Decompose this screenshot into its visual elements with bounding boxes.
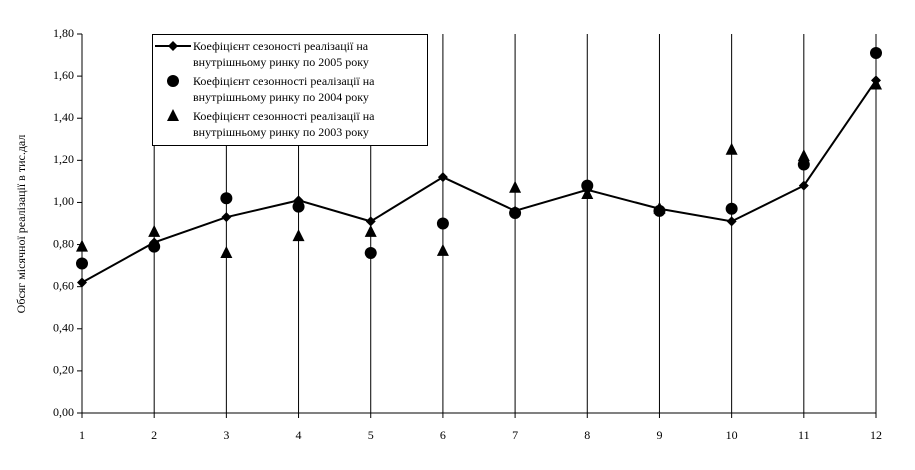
legend-label: Коефіцієнт сезонності реалізації на внут… [193, 74, 375, 104]
point [292, 200, 305, 213]
x-tick-label: 7 [512, 428, 518, 442]
point [221, 212, 232, 223]
point [870, 77, 882, 90]
series-line [81, 79, 877, 284]
point [726, 216, 737, 227]
y-tick-label: 1,80 [53, 26, 74, 40]
point [148, 224, 161, 237]
legend: Коефіцієнт сезоності реалізації на внутр… [152, 34, 428, 146]
point [725, 202, 738, 215]
point [436, 243, 449, 256]
y-tick-label: 0,20 [53, 363, 74, 377]
legend-label: Коефіцієнт сезоності реалізації на внутр… [193, 39, 369, 69]
x-tick-label: 11 [798, 428, 810, 442]
y-tick-label: 0,60 [53, 278, 74, 292]
legend-symbol [155, 41, 191, 51]
point [798, 180, 809, 191]
x-tick-label: 9 [656, 428, 662, 442]
legend-item: Коефіцієнт сезонності реалізації на внут… [153, 108, 427, 140]
point [870, 46, 882, 59]
point [437, 172, 448, 183]
y-tick-label: 1,00 [53, 194, 74, 208]
x-tick-label: 4 [296, 428, 302, 442]
point [365, 216, 376, 227]
y-tick-label: 0,80 [53, 236, 74, 250]
y-tick-label: 1,60 [53, 68, 74, 82]
point [292, 229, 305, 242]
x-tick-label: 2 [151, 428, 157, 442]
point [76, 257, 88, 270]
point [581, 187, 594, 200]
y-tick-label: 1,20 [53, 152, 74, 166]
y-tick-label: 0,40 [53, 321, 74, 335]
point [167, 75, 179, 87]
point [220, 245, 233, 258]
x-tick-label: 10 [726, 428, 738, 442]
point [77, 277, 87, 288]
point [797, 158, 810, 171]
legend-item: Коефіцієнт сезоності реалізації на внутр… [153, 38, 427, 70]
point [725, 142, 738, 155]
legend-symbol [167, 75, 179, 87]
x-tick-label: 1 [79, 428, 85, 442]
point [509, 180, 522, 193]
x-tick-label: 8 [584, 428, 590, 442]
point [436, 217, 449, 230]
point [364, 246, 377, 259]
x-tick-label: 5 [368, 428, 374, 442]
y-tick-label: 1,40 [53, 110, 74, 124]
point [797, 149, 810, 162]
point [653, 201, 666, 214]
point [168, 41, 178, 51]
y-axis-label: Обсяг місячної реалізації в тис.дал [14, 135, 28, 314]
point [364, 224, 377, 237]
legend-symbol [167, 109, 179, 121]
x-tick-label: 6 [440, 428, 446, 442]
point [148, 240, 161, 253]
x-tick-label: 12 [870, 428, 882, 442]
point [76, 239, 88, 252]
legend-label: Коефіцієнт сезонності реалізації на внут… [193, 109, 375, 139]
point [220, 192, 233, 205]
point [581, 179, 594, 192]
point [167, 109, 179, 121]
y-tick-label: 0,00 [53, 405, 74, 419]
x-tick-label: 3 [223, 428, 229, 442]
legend-item: Коефіцієнт сезонності реалізації на внут… [153, 73, 427, 105]
point [509, 206, 522, 219]
